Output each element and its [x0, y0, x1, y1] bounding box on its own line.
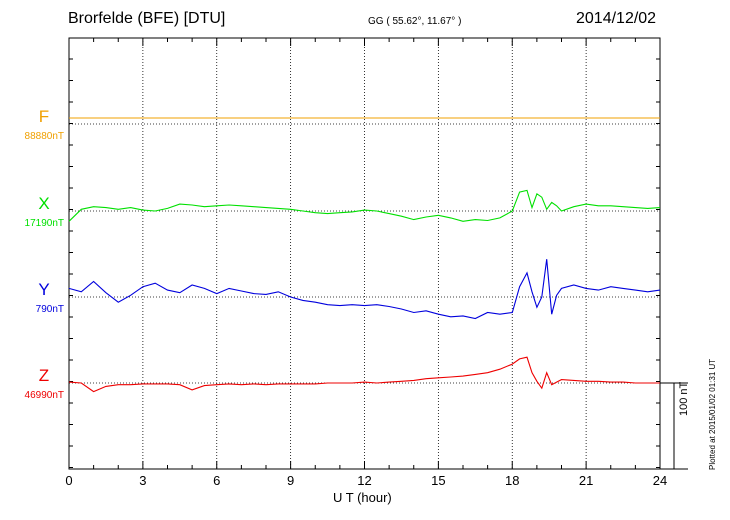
- series-line-x: [68, 189, 661, 222]
- scale-bar: [660, 382, 688, 470]
- series-line-z: [68, 356, 660, 393]
- component-baseline-f: 88880nT: [24, 131, 64, 142]
- component-baseline-z: 46990nT: [24, 390, 64, 401]
- component-label-x: X: [38, 194, 50, 213]
- x-tick-label: 18: [505, 473, 520, 488]
- station-coordinates: GG ( 55.62°, 11.67° ): [368, 16, 462, 27]
- component-baseline-x: 17190nT: [24, 218, 64, 229]
- x-tick-label: 12: [357, 473, 372, 488]
- series-line-y: [68, 259, 661, 320]
- grid-lines: [69, 38, 660, 469]
- x-tick-label: 24: [652, 473, 668, 488]
- x-tick-label: 9: [287, 473, 295, 488]
- component-label-y: Y: [38, 280, 50, 299]
- component-label-f: F: [38, 107, 50, 126]
- plot-date: 2014/12/02: [576, 10, 657, 27]
- x-tick-label: 0: [65, 473, 73, 488]
- x-tick-label: 15: [431, 473, 446, 488]
- component-label-z: Z: [38, 366, 50, 385]
- x-axis-label: U T (hour): [333, 490, 392, 505]
- scale-bar-label: 100 nT: [678, 381, 690, 416]
- axis-ticks: [68, 38, 661, 469]
- series-layer: [68, 117, 661, 393]
- station-title: Brorfelde (BFE) [DTU]: [68, 10, 226, 27]
- x-tick-label: 6: [213, 473, 221, 488]
- plotted-timestamp-note: Plotted at 2015/01/02 01:31 UT: [708, 358, 717, 470]
- component-baseline-y: 790nT: [35, 304, 64, 315]
- x-tick-label: 21: [578, 473, 594, 488]
- x-tick-label: 3: [139, 473, 147, 488]
